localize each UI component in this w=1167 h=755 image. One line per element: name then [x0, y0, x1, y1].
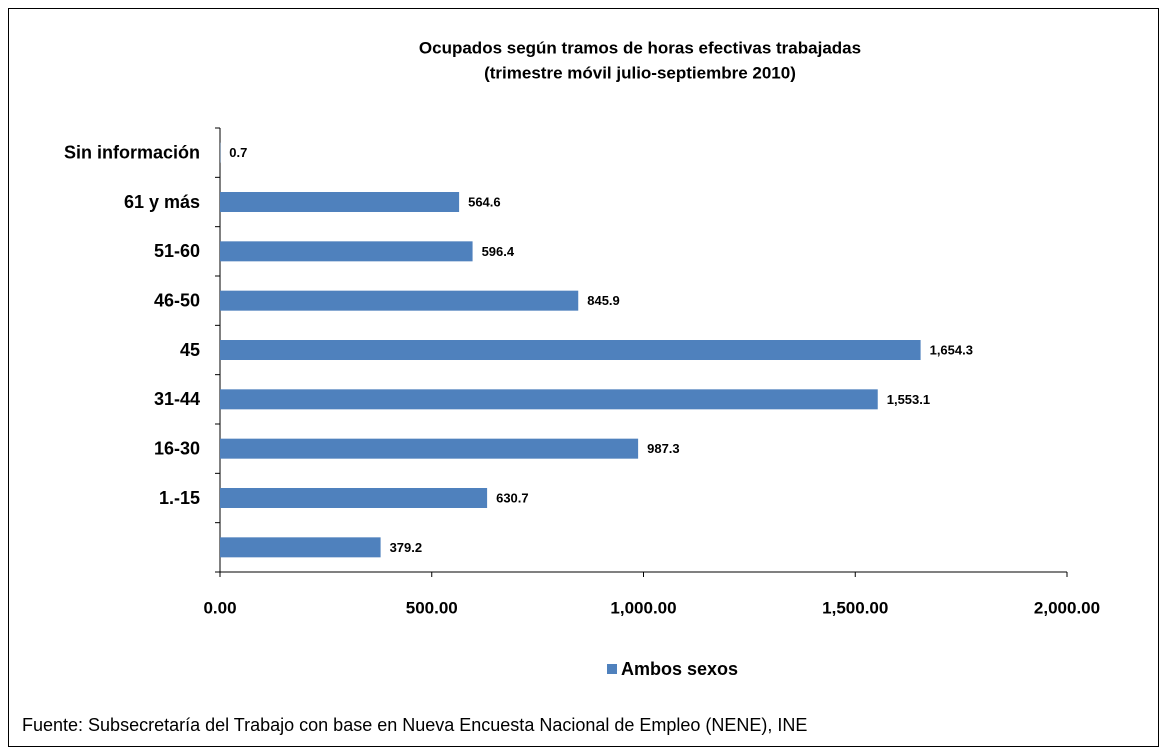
bar [220, 340, 921, 360]
bar [220, 192, 460, 212]
bar [220, 438, 639, 459]
bar [220, 290, 579, 311]
value-label: 564.6 [468, 194, 501, 209]
bar [220, 488, 488, 508]
y-tick-label: 46-50 [154, 290, 200, 310]
y-tick-label: 51-60 [154, 241, 200, 261]
y-tick-label: 61 y más [124, 192, 200, 212]
chart-title: Ocupados según tramos de horas efectivas… [419, 38, 861, 57]
value-label: 379.2 [390, 540, 423, 555]
y-tick-label: 45 [180, 340, 200, 360]
x-tick-label: 1,000.00 [610, 598, 676, 617]
legend-swatch [607, 664, 617, 674]
x-tick-label: 1,500.00 [822, 598, 888, 617]
value-label: 1,553.1 [887, 392, 930, 407]
value-label: 1,654.3 [930, 342, 973, 357]
value-label: 630.7 [496, 490, 529, 505]
y-tick-label: Sin información [64, 142, 200, 162]
legend-label: Ambos sexos [621, 659, 738, 679]
value-label: 596.4 [482, 244, 515, 259]
bar [220, 537, 381, 558]
bar [220, 241, 473, 262]
value-label: 987.3 [647, 441, 680, 456]
y-tick-label: 1.-15 [159, 488, 200, 508]
x-tick-label: 500.00 [406, 598, 458, 617]
source-note: Fuente: Subsecretaría del Trabajo con ba… [22, 715, 807, 735]
x-tick-label: 0.00 [203, 598, 236, 617]
x-tick-label: 2,000.00 [1034, 598, 1100, 617]
y-tick-label: 31-44 [154, 389, 200, 409]
bar [220, 389, 878, 410]
chart-frame [8, 8, 1159, 747]
y-tick-label: 16-30 [154, 438, 200, 458]
value-label: 845.9 [587, 293, 620, 308]
value-label: 0.7 [229, 145, 247, 160]
chart-subtitle: (trimestre móvil julio-septiembre 2010) [484, 63, 796, 82]
